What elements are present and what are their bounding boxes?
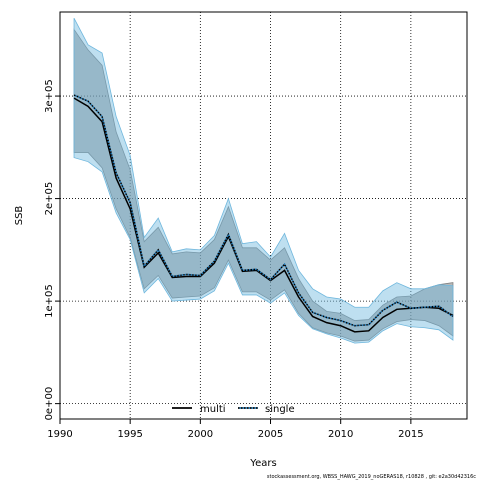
y-axis-title: SSB xyxy=(14,206,25,226)
footnote: stockassessment.org, WBSS_HAWG_2019_noGE… xyxy=(267,474,476,480)
line-single xyxy=(73,94,454,327)
x-tick-label-2005: 2005 xyxy=(258,429,283,440)
legend-single-label: single xyxy=(265,404,295,415)
line-multi xyxy=(73,97,454,333)
y-tick-label-0: 0e+00 xyxy=(44,387,55,421)
legend: multi single xyxy=(172,404,295,415)
x-tick-label-1995: 1995 xyxy=(117,429,142,440)
y-tick-label-3: 3e+05 xyxy=(44,79,55,113)
y-tick-label-2: 2e+05 xyxy=(44,182,55,216)
legend-multi-label: multi xyxy=(200,404,226,415)
series-lines xyxy=(73,94,454,333)
y-axis: 0e+00 1e+05 2e+05 3e+05 xyxy=(44,79,61,421)
x-tick-label-2010: 2010 xyxy=(328,429,353,440)
confidence-bands xyxy=(73,17,454,344)
x-tick-label-2015: 2015 xyxy=(398,429,423,440)
band-single xyxy=(73,17,454,344)
line-single-outline xyxy=(73,94,454,327)
x-axis-title: Years xyxy=(249,458,276,469)
x-tick-label-1990: 1990 xyxy=(47,429,72,440)
y-tick-label-1: 1e+05 xyxy=(44,284,55,318)
x-axis: 1990 1995 2000 2005 2010 2015 xyxy=(47,418,424,440)
x-tick-label-2000: 2000 xyxy=(188,429,213,440)
